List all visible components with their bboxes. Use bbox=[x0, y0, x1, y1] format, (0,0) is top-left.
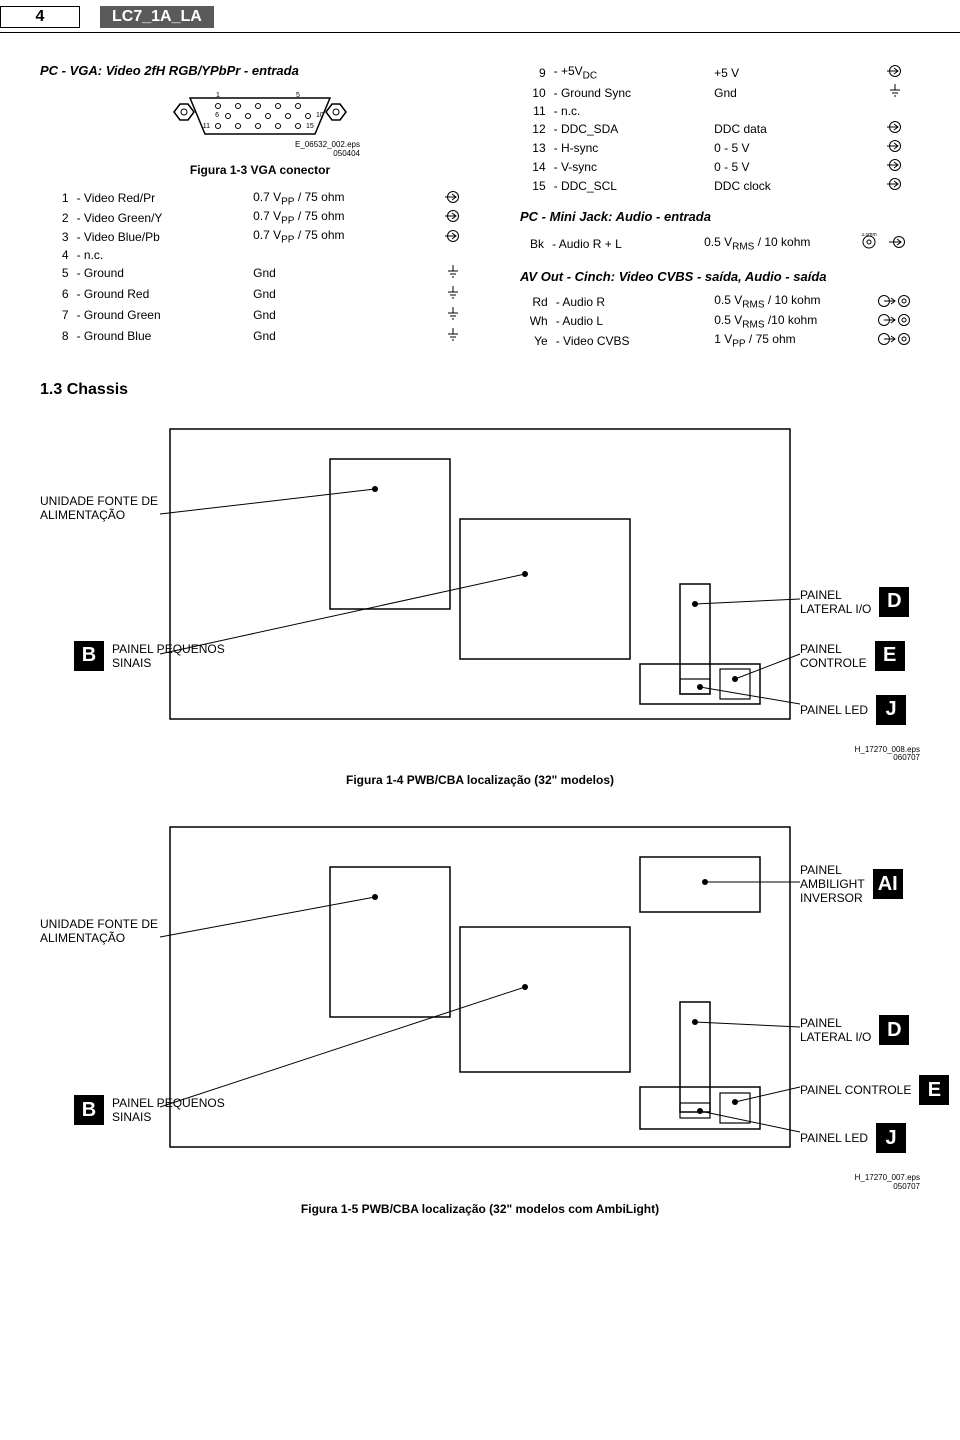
pin-row: 6- Ground RedGnd bbox=[40, 284, 480, 305]
led-label: PAINEL LED bbox=[800, 703, 868, 717]
pin-row: Ye- Video CVBS1 VPP / 75 ohm bbox=[520, 331, 920, 350]
badge-e: E bbox=[875, 641, 905, 671]
doc-id: LC7_1A_LA bbox=[100, 6, 214, 28]
pin-row: 10- Ground SyncGnd bbox=[520, 82, 920, 103]
pin-row: 7- Ground GreenGnd bbox=[40, 305, 480, 326]
vga-eps-file: E_06532_002.eps bbox=[295, 140, 360, 149]
page-number: 4 bbox=[0, 6, 80, 28]
diagram2-caption: Figura 1-5 PWB/CBA localização (32" mode… bbox=[0, 1202, 960, 1216]
diagram1-caption: Figura 1-4 PWB/CBA localização (32" mode… bbox=[0, 773, 960, 787]
sideio-label: PAINEL LATERAL I/O bbox=[800, 588, 871, 616]
svg-text:6: 6 bbox=[215, 112, 219, 119]
ssb-label2: PAINEL PEQUENOS SINAIS bbox=[112, 1096, 225, 1124]
right-column: 9- +5VDC+5 V10- Ground SyncGnd11- n.c.12… bbox=[520, 63, 920, 351]
pin-row: 2- Video Green/Y0.7 VPP / 75 ohm bbox=[40, 208, 480, 227]
svg-text:5: 5 bbox=[296, 92, 300, 99]
pin-row: Bk- Audio R + L0.5 VRMS / 10 kohm3.5mm bbox=[520, 232, 920, 255]
vga-column: PC - VGA: Video 2fH RGB/YPbPr - entrada bbox=[40, 63, 480, 351]
vga-connector-figure: 1 5 6 10 11 15 E_06532_002.eps 050404 bbox=[40, 86, 480, 159]
pinout-section: PC - VGA: Video 2fH RGB/YPbPr - entrada bbox=[0, 63, 960, 351]
psu-label: UNIDADE FONTE DE ALIMENTAÇÃO bbox=[40, 494, 158, 522]
pin-row: Rd- Audio R0.5 VRMS / 10 kohm bbox=[520, 292, 920, 311]
minijack-table: Bk- Audio R + L0.5 VRMS / 10 kohm3.5mm bbox=[520, 232, 920, 255]
ambi-label: PAINEL AMBILIGHT INVERSOR bbox=[800, 863, 865, 905]
avout-table: Rd- Audio R0.5 VRMS / 10 kohmWh- Audio L… bbox=[520, 292, 920, 350]
diagram-2: UNIDADE FONTE DE ALIMENTAÇÃO B PAINEL PE… bbox=[0, 817, 960, 1180]
diagram-1: UNIDADE FONTE DE ALIMENTAÇÃO B PAINEL PE… bbox=[0, 419, 960, 752]
ssb-label: PAINEL PEQUENOS SINAIS bbox=[112, 642, 225, 670]
badge-ai: AI bbox=[873, 869, 903, 899]
diagram1-eps-date: 060707 bbox=[893, 753, 920, 762]
pin-row: 14- V-sync0 - 5 V bbox=[520, 157, 920, 176]
vga-pins-right: 9- +5VDC+5 V10- Ground SyncGnd11- n.c.12… bbox=[520, 63, 920, 195]
minijack-title: PC - Mini Jack: Audio - entrada bbox=[520, 209, 920, 224]
pin-row: 11- n.c. bbox=[520, 103, 920, 119]
svg-text:3.5mm: 3.5mm bbox=[861, 233, 876, 238]
psu-label2: UNIDADE FONTE DE ALIMENTAÇÃO bbox=[40, 917, 158, 945]
badge-d: D bbox=[879, 587, 909, 617]
badge-b: B bbox=[74, 641, 104, 671]
pin-row: 12- DDC_SDADDC data bbox=[520, 119, 920, 138]
svg-text:11: 11 bbox=[203, 123, 210, 130]
pin-row: 4- n.c. bbox=[40, 247, 480, 263]
led-label2: PAINEL LED bbox=[800, 1131, 868, 1145]
pin-row: 15- DDC_SCLDDC clock bbox=[520, 176, 920, 195]
pin-row: 5- GroundGnd bbox=[40, 263, 480, 284]
header-rule bbox=[0, 32, 960, 33]
badge-j: J bbox=[876, 695, 906, 725]
sideio-label2: PAINEL LATERAL I/O bbox=[800, 1016, 871, 1044]
pin-row: 9- +5VDC+5 V bbox=[520, 63, 920, 82]
diagram2-eps-date: 050707 bbox=[893, 1182, 920, 1191]
badge-b2: B bbox=[74, 1095, 104, 1125]
pin-row: 8- Ground BlueGnd bbox=[40, 326, 480, 347]
pin-row: 1- Video Red/Pr0.7 VPP / 75 ohm bbox=[40, 189, 480, 208]
control-label2: PAINEL CONTROLE bbox=[800, 1083, 911, 1097]
svg-text:15: 15 bbox=[306, 123, 314, 130]
pin-row: 3- Video Blue/Pb0.7 VPP / 75 ohm bbox=[40, 227, 480, 246]
badge-j2: J bbox=[876, 1123, 906, 1153]
control-label: PAINEL CONTROLE bbox=[800, 642, 867, 670]
svg-text:10: 10 bbox=[316, 112, 324, 119]
vga-caption: Figura 1-3 VGA conector bbox=[40, 163, 480, 177]
avout-title: AV Out - Cinch: Video CVBS - saída, Audi… bbox=[520, 269, 920, 284]
svg-text:1: 1 bbox=[216, 92, 220, 99]
pin-row: Wh- Audio L0.5 VRMS /10 kohm bbox=[520, 312, 920, 331]
vga-pins-left: 1- Video Red/Pr0.7 VPP / 75 ohm2- Video … bbox=[40, 189, 480, 347]
badge-e2: E bbox=[919, 1075, 949, 1105]
pin-row: 13- H-sync0 - 5 V bbox=[520, 138, 920, 157]
vga-title: PC - VGA: Video 2fH RGB/YPbPr - entrada bbox=[40, 63, 480, 78]
page-header: 4 LC7_1A_LA bbox=[0, 0, 960, 32]
chassis-heading: 1.3 Chassis bbox=[0, 351, 960, 419]
vga-eps-date: 050404 bbox=[333, 149, 360, 158]
badge-d2: D bbox=[879, 1015, 909, 1045]
